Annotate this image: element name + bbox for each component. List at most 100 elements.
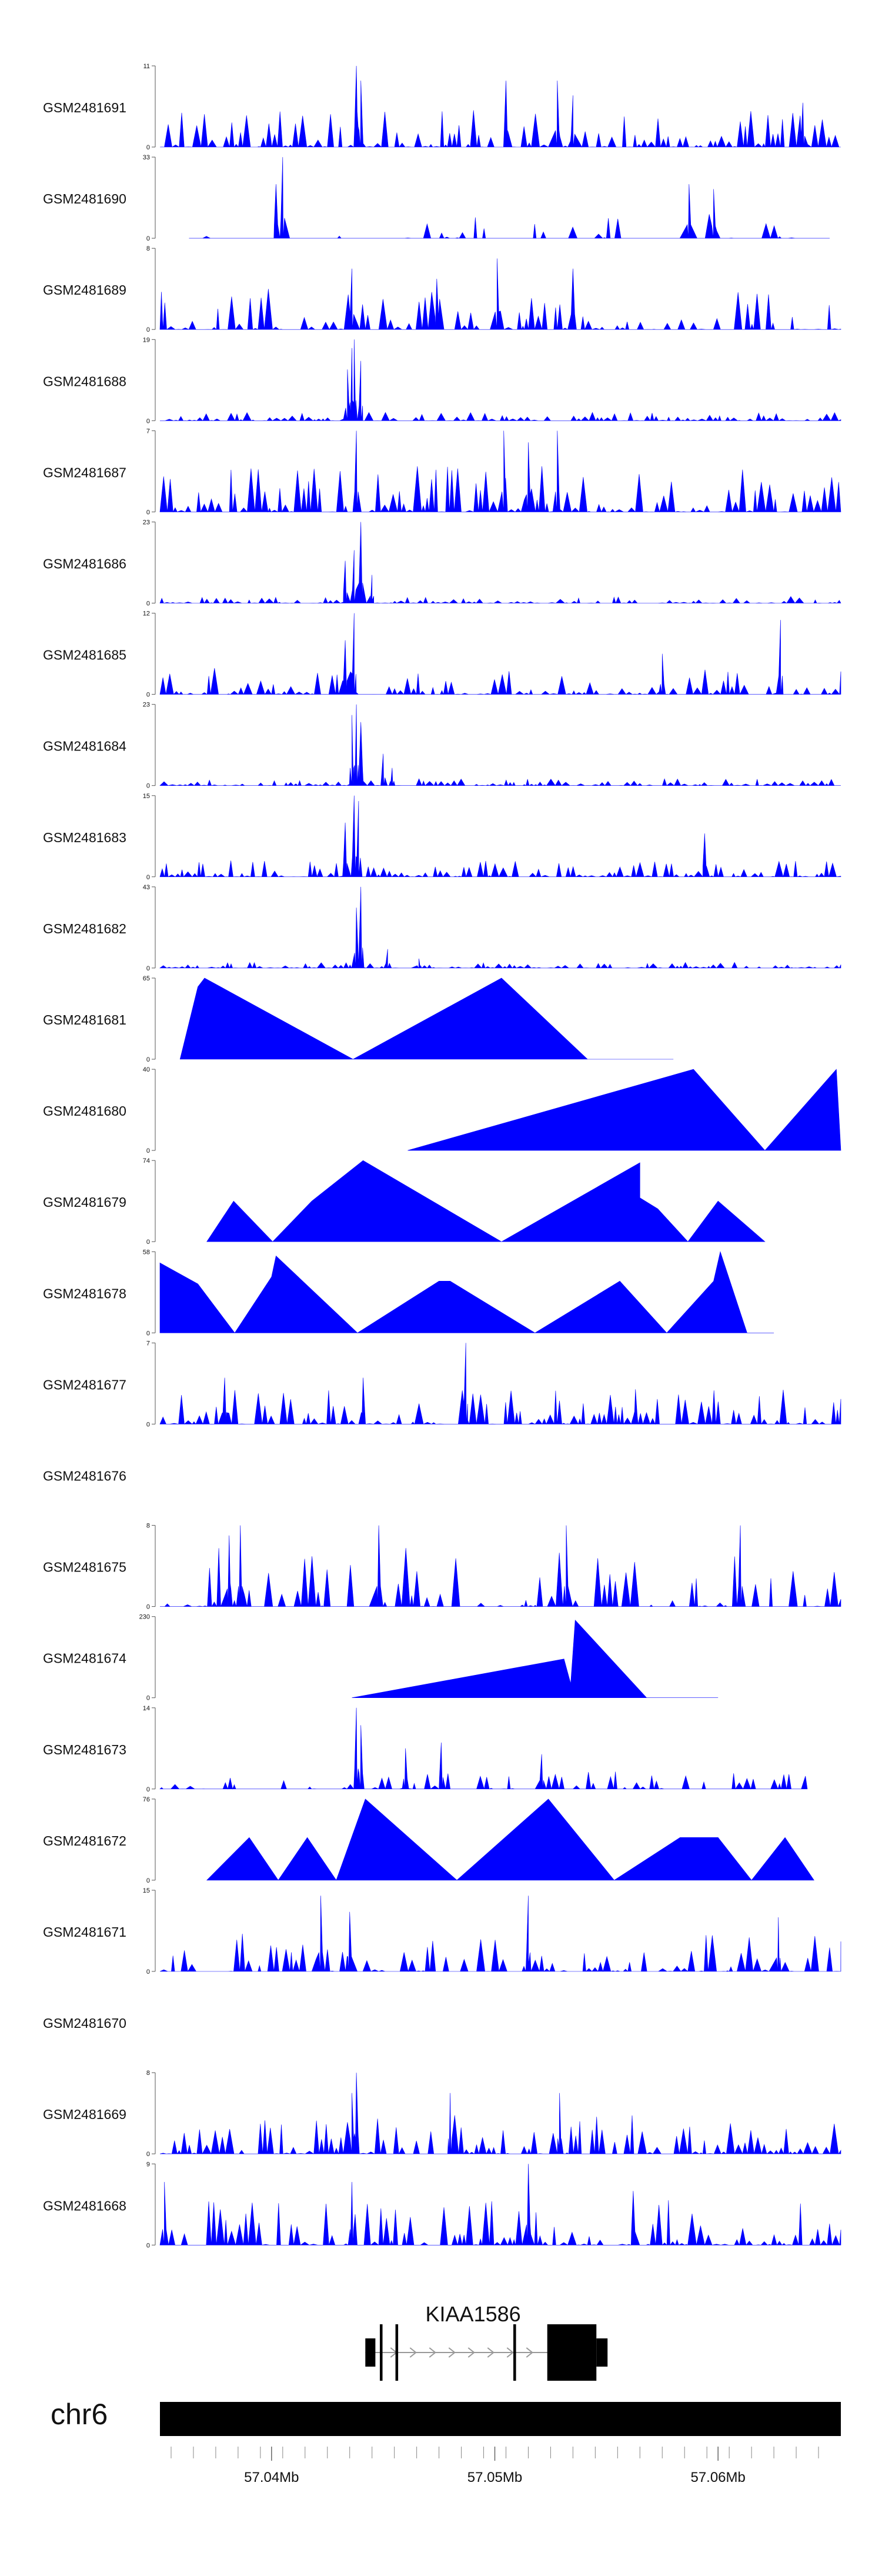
track-gsm2481685: GSM2481685 12 0 (43, 610, 841, 699)
y-axis-min-label: 0 (146, 1786, 150, 1793)
y-axis-min-label: 0 (146, 783, 150, 790)
track-gsm2481690: GSM2481690 33 0 (43, 154, 830, 242)
y-axis-min-label: 0 (146, 326, 150, 333)
track-gsm2481680: GSM2481680 40 0 (43, 1066, 841, 1154)
track-gsm2481674: GSM2481674 230 0 (43, 1614, 719, 1702)
strand-arrow (506, 2347, 514, 2358)
track-label: GSM2481672 (43, 1833, 126, 1848)
axis-tick-label: 57.06Mb (690, 2470, 745, 2485)
y-axis-max-label: 40 (143, 1066, 150, 1073)
track-gsm2481686: GSM2481686 23 0 (43, 519, 841, 608)
y-axis-min-label: 0 (146, 692, 150, 699)
exon (513, 2324, 516, 2381)
track-gsm2481677: GSM2481677 7 0 (43, 1340, 841, 1428)
track-label: GSM2481689 (43, 282, 126, 298)
y-axis-max-label: 19 (143, 336, 150, 343)
y-axis-max-label: 7 (146, 1340, 150, 1347)
track-gsm2481678: GSM2481678 58 0 (43, 1249, 774, 1337)
y-axis-max-label: 23 (143, 702, 150, 709)
track-gsm2481673: GSM2481673 14 0 (43, 1705, 808, 1793)
y-axis-min-label: 0 (146, 1421, 150, 1428)
coverage-area (159, 795, 841, 877)
coverage-area (159, 613, 841, 695)
track-label: GSM2481690 (43, 191, 126, 206)
y-axis-max-label: 65 (143, 975, 150, 982)
track-gsm2481671: GSM2481671 15 0 (43, 1887, 841, 1976)
gene-label: KIAA1586 (426, 2302, 521, 2326)
data-tracks: GSM2481691110GSM2481690330GSM248168980GS… (43, 63, 841, 2249)
coverage-area (159, 2164, 841, 2246)
y-axis-max-label: 33 (143, 154, 150, 161)
track-label: GSM2481683 (43, 830, 126, 845)
track-label: GSM2481680 (43, 1103, 126, 1119)
chromosome-ideogram: chr6 (51, 2398, 841, 2436)
coverage-area (179, 977, 674, 1060)
track-label: GSM2481673 (43, 1742, 126, 1757)
coverage-area (159, 1896, 841, 1973)
chromosome-label: chr6 (51, 2398, 108, 2431)
y-axis-max-label: 7 (146, 428, 150, 435)
coverage-area (159, 704, 841, 786)
coverage-area (159, 1707, 808, 1790)
chromosome-bar (160, 2402, 841, 2436)
coverage-area (159, 1343, 841, 1425)
track-gsm2481687: GSM2481687 7 0 (43, 428, 841, 516)
y-axis-min-label: 0 (146, 1604, 150, 1611)
y-axis-max-label: 12 (143, 610, 150, 618)
track-label: GSM2481686 (43, 556, 126, 572)
track-gsm2481684: GSM2481684 23 0 (43, 702, 841, 790)
track-label: GSM2481674 (43, 1651, 126, 1666)
coverage-area (159, 258, 841, 331)
y-axis-min-label: 0 (146, 1877, 150, 1884)
y-axis-min-label: 0 (146, 1330, 150, 1337)
y-axis-max-label: 76 (143, 1796, 150, 1803)
y-axis-max-label: 43 (143, 884, 150, 891)
y-axis-max-label: 74 (143, 1157, 150, 1164)
track-gsm2481681: GSM2481681 65 0 (43, 975, 674, 1063)
track-gsm2481668: GSM2481668 9 0 (43, 2161, 841, 2249)
track-label: GSM2481682 (43, 921, 126, 936)
track-label: GSM2481675 (43, 1560, 126, 1575)
axis-tick-label: 57.04Mb (244, 2470, 299, 2485)
track-gsm2481679: GSM2481679 74 0 (43, 1157, 766, 1246)
y-axis-min-label: 0 (146, 1239, 150, 1246)
y-axis-min-label: 0 (146, 2242, 150, 2249)
y-axis-min-label: 0 (146, 144, 150, 151)
strand-arrow (467, 2347, 475, 2358)
y-axis-max-label: 11 (143, 63, 150, 70)
coverage-area (189, 157, 830, 239)
y-axis-min-label: 0 (146, 509, 150, 516)
coverage-area (407, 1069, 841, 1151)
coverage-area (159, 431, 841, 513)
y-axis-min-label: 0 (146, 1147, 150, 1154)
track-label: GSM2481678 (43, 1286, 126, 1301)
y-axis-min-label: 0 (146, 1056, 150, 1063)
track-label: GSM2481668 (43, 2198, 126, 2213)
coverage-area (159, 65, 841, 148)
y-axis-min-label: 0 (146, 2151, 150, 2158)
y-axis-max-label: 15 (143, 793, 150, 800)
track-gsm2481675: GSM2481675 8 0 (43, 1523, 841, 1611)
y-axis-max-label: 14 (143, 1705, 150, 1712)
track-gsm2481691: GSM2481691 11 0 (43, 63, 841, 151)
track-label: GSM2481671 (43, 1924, 126, 1940)
track-gsm2481676: GSM2481676 (43, 1469, 126, 1484)
coverage-area (160, 339, 841, 422)
track-label: GSM2481669 (43, 2107, 126, 2122)
y-axis-max-label: 15 (143, 1887, 150, 1894)
track-label: GSM2481684 (43, 739, 126, 754)
coverage-area (159, 1251, 774, 1333)
y-axis-max-label: 9 (146, 2161, 150, 2168)
gene-annotation-track: KIAA1586 (365, 2302, 608, 2381)
exon (547, 2324, 597, 2381)
track-label: GSM2481676 (43, 1469, 126, 1484)
track-label: GSM2481691 (43, 100, 126, 115)
coverage-area (206, 1160, 766, 1242)
track-gsm2481689: GSM2481689 8 0 (43, 245, 841, 333)
y-axis-min-label: 0 (146, 874, 150, 881)
track-gsm2481670: GSM2481670 (43, 2016, 126, 2031)
y-axis-min-label: 0 (146, 1968, 150, 1976)
y-axis-max-label: 8 (146, 2070, 150, 2077)
y-axis-min-label: 0 (146, 965, 150, 972)
